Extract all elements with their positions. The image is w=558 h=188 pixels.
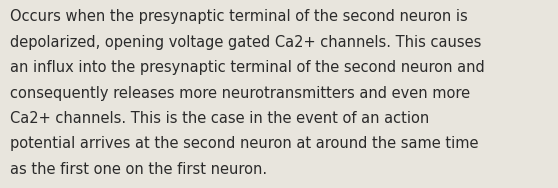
Text: as the first one on the first neuron.: as the first one on the first neuron. xyxy=(10,162,267,177)
Text: Ca2+ channels. This is the case in the event of an action: Ca2+ channels. This is the case in the e… xyxy=(10,111,429,126)
Text: depolarized, opening voltage gated Ca2+ channels. This causes: depolarized, opening voltage gated Ca2+ … xyxy=(10,35,482,50)
Text: potential arrives at the second neuron at around the same time: potential arrives at the second neuron a… xyxy=(10,136,479,151)
Text: an influx into the presynaptic terminal of the second neuron and: an influx into the presynaptic terminal … xyxy=(10,60,485,75)
Text: Occurs when the presynaptic terminal of the second neuron is: Occurs when the presynaptic terminal of … xyxy=(10,9,468,24)
Text: consequently releases more neurotransmitters and even more: consequently releases more neurotransmit… xyxy=(10,86,470,101)
